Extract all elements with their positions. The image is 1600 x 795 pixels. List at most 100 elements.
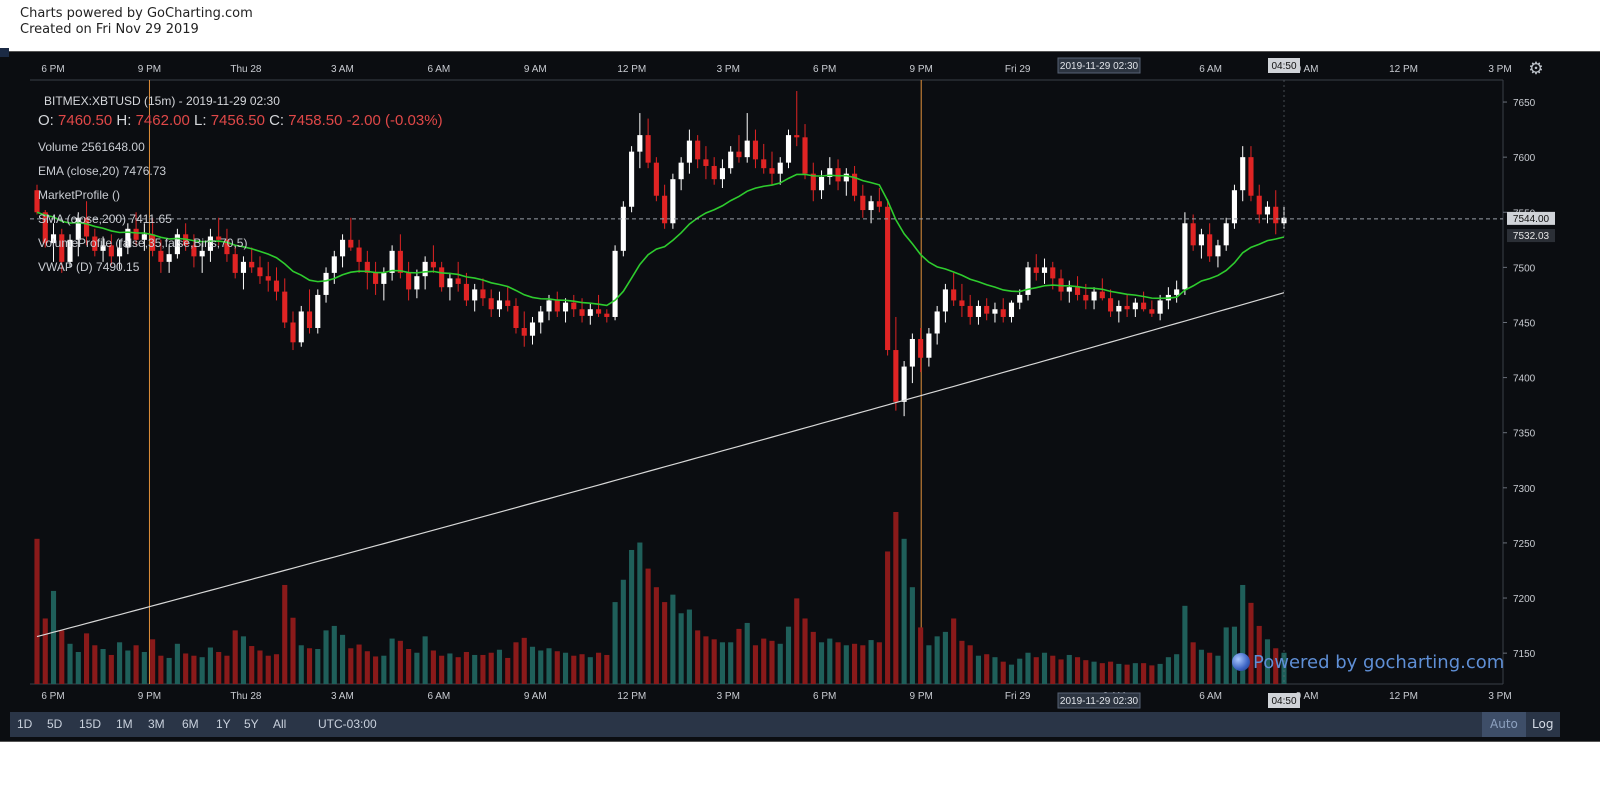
gocharting-watermark: Powered by gocharting.com	[1232, 652, 1504, 673]
volume-bar	[893, 512, 899, 684]
candle-body	[290, 322, 296, 343]
candle-body	[339, 239, 346, 257]
candle-body	[348, 239, 354, 248]
candle-body	[158, 250, 164, 262]
gear-icon[interactable]: ⚙	[1528, 59, 1544, 79]
crosshair-time-bottom-bg	[1057, 692, 1141, 709]
range-5y-button[interactable]: 5Y	[244, 717, 259, 731]
candle-body	[1124, 305, 1130, 310]
legend-c-label: C:	[269, 112, 285, 129]
ema-line	[36, 173, 1285, 307]
range-1d-button[interactable]: 1D	[17, 717, 33, 731]
range-15d-button[interactable]: 15D	[79, 717, 102, 731]
candle-body	[463, 283, 469, 301]
volume-bar	[1149, 665, 1155, 684]
candle-body	[1231, 190, 1238, 224]
volume-bar	[397, 640, 403, 684]
legend-vwap-label: VWAP (D)	[38, 260, 93, 274]
candle-body	[562, 302, 569, 312]
volume-bar	[571, 655, 577, 684]
x-tick-label-bottom: 9 AM	[524, 691, 547, 702]
volume-bar	[852, 643, 858, 684]
volume-bar	[513, 642, 519, 684]
volume-bar	[323, 630, 329, 684]
log-scale-button[interactable]: Log	[1532, 717, 1554, 731]
range-3m-button[interactable]: 3M	[148, 717, 165, 731]
volume-bar	[728, 642, 734, 684]
candle-body	[108, 245, 114, 257]
candle-body	[992, 309, 998, 314]
candle-body	[703, 159, 709, 166]
candle-body	[1141, 302, 1147, 310]
range-6m-button[interactable]: 6M	[182, 717, 199, 731]
volume-bar	[1099, 663, 1105, 684]
candle-body	[240, 261, 247, 273]
legend-vwap[interactable]: VWAP (D) 7490.15	[38, 260, 139, 274]
candle-body	[860, 195, 866, 211]
legend-volume-profile[interactable]: VolumeProfile (false,35,false,Bins,70,5)	[38, 236, 248, 250]
candle-body	[232, 254, 238, 273]
candle-body	[381, 272, 387, 284]
volume-bar	[835, 642, 841, 684]
price-chart[interactable]: 7150720072507300735074007450750075507600…	[0, 52, 1600, 712]
candle-body	[918, 339, 924, 358]
volume-bar	[777, 643, 783, 684]
volume-bar	[447, 653, 453, 684]
volume-bar	[290, 617, 296, 684]
candle-body	[224, 239, 230, 255]
candle-body	[166, 254, 172, 262]
candle-body	[472, 289, 478, 301]
volume-bar	[1215, 655, 1221, 684]
timezone-selector[interactable]: UTC-03:00	[318, 717, 377, 731]
volume-bar	[257, 650, 263, 684]
range-1y-button[interactable]: 1Y	[216, 717, 231, 731]
candle-body	[695, 140, 701, 160]
candle-body	[529, 322, 536, 336]
legend-market-profile[interactable]: MarketProfile ()	[38, 188, 121, 202]
volume-bar	[1198, 649, 1204, 684]
candle-body	[769, 168, 775, 174]
volume-bar	[1008, 664, 1015, 684]
legend-sma-label: SMA (close,200)	[38, 212, 127, 226]
x-tick-label-top: Thu 28	[230, 64, 262, 75]
volume-bar	[1108, 661, 1114, 684]
legend-sma[interactable]: SMA (close,200) 7411.65	[38, 212, 172, 226]
range-all-button[interactable]: All	[273, 717, 287, 731]
volume-bar	[1124, 664, 1130, 684]
candle-body	[1132, 302, 1138, 310]
range-1m-button[interactable]: 1M	[116, 717, 133, 731]
x-tick-label-top: 12 PM	[1389, 64, 1418, 75]
volume-bar	[719, 642, 725, 684]
volume-bar	[901, 538, 907, 684]
volume-bar	[1256, 625, 1262, 684]
volume-bar	[1182, 605, 1188, 684]
candle-body	[92, 236, 98, 251]
candle-body	[1099, 291, 1105, 299]
candle-body	[50, 234, 57, 244]
candle-body	[406, 272, 412, 290]
candle-body	[554, 300, 560, 312]
legend-h-label: H:	[116, 112, 132, 129]
y-tick-label: 7250	[1513, 539, 1536, 550]
candle-body	[1091, 291, 1097, 301]
volume-bar	[224, 655, 230, 684]
legend-ema-label: EMA (close,20)	[38, 164, 120, 178]
volume-bar	[174, 643, 180, 684]
x-tick-label-bottom: 9 PM	[138, 691, 161, 702]
candle-body	[901, 366, 907, 402]
legend-volume[interactable]: Volume 2561648.00	[38, 140, 145, 154]
legend-ema[interactable]: EMA (close,20) 7476.73	[38, 164, 166, 178]
x-tick-label-top: 3 PM	[717, 64, 740, 75]
candle-body	[885, 206, 891, 351]
candle-body	[75, 217, 81, 240]
volume-bar	[42, 618, 48, 684]
candle-body	[620, 206, 626, 251]
auto-scale-button[interactable]: Auto	[1482, 712, 1526, 737]
volume-bar	[554, 651, 560, 684]
volume-bar	[83, 633, 90, 684]
range-5d-button[interactable]: 5D	[47, 717, 63, 731]
candle-body	[216, 236, 222, 240]
volume-bar	[59, 630, 65, 684]
volume-bar	[1207, 652, 1213, 684]
volume-bar	[1174, 654, 1180, 684]
